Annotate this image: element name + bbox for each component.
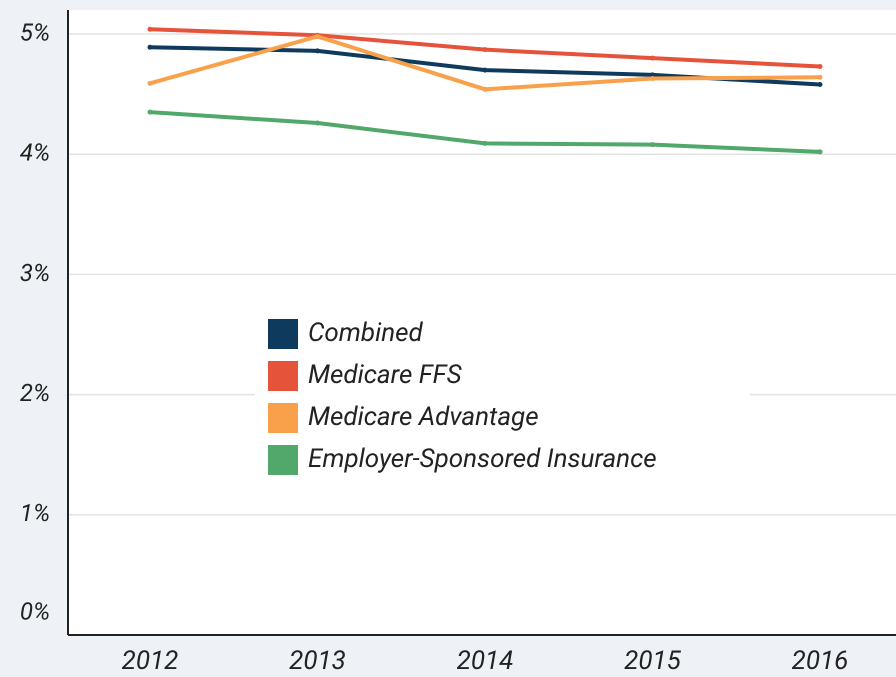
- point: [147, 109, 153, 115]
- y-tick-label: 3%: [20, 259, 50, 287]
- point: [482, 67, 488, 73]
- legend-swatch: [268, 403, 298, 433]
- x-tick-label: 2014: [457, 646, 514, 676]
- legend-label: Employer-Sponsored Insurance: [308, 444, 657, 474]
- x-tick-label: 2013: [289, 646, 346, 676]
- legend-box: [255, 310, 750, 482]
- y-tick-label: 4%: [20, 139, 50, 167]
- point: [147, 44, 153, 50]
- point: [147, 26, 153, 32]
- point: [817, 149, 823, 155]
- point: [650, 76, 655, 82]
- y-tick-label: 2%: [20, 379, 50, 407]
- point: [817, 82, 823, 88]
- point: [315, 48, 320, 54]
- point: [650, 55, 655, 61]
- point: [817, 74, 823, 80]
- legend-swatch: [268, 319, 298, 349]
- point: [482, 86, 488, 92]
- point: [817, 63, 823, 69]
- point: [315, 120, 320, 126]
- y-tick-label: 5%: [20, 18, 50, 46]
- point: [147, 80, 153, 86]
- legend-label: Combined: [308, 318, 424, 348]
- y-tick-label: 0%: [20, 597, 50, 625]
- y-tick-label: 1%: [20, 499, 50, 527]
- legend-label: Medicare Advantage: [308, 402, 539, 432]
- x-tick-label: 2015: [624, 646, 682, 676]
- x-tick-label: 2012: [122, 646, 179, 676]
- point: [482, 140, 488, 146]
- point: [650, 72, 655, 78]
- legend-swatch: [268, 445, 298, 475]
- x-tick-label: 2016: [792, 646, 849, 676]
- point: [650, 142, 655, 148]
- point: [315, 33, 320, 39]
- legend-label: Medicare FFS: [308, 360, 463, 390]
- legend-swatch: [268, 361, 298, 391]
- point: [482, 47, 488, 53]
